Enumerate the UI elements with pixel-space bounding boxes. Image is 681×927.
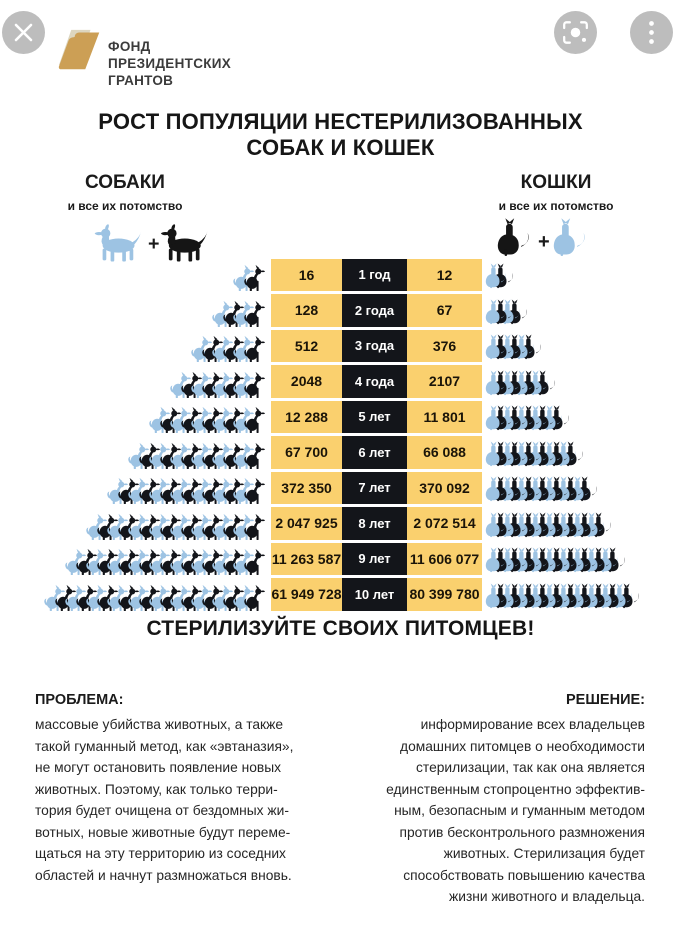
svg-text:+: + [148,233,159,255]
svg-text:+: + [538,231,550,253]
